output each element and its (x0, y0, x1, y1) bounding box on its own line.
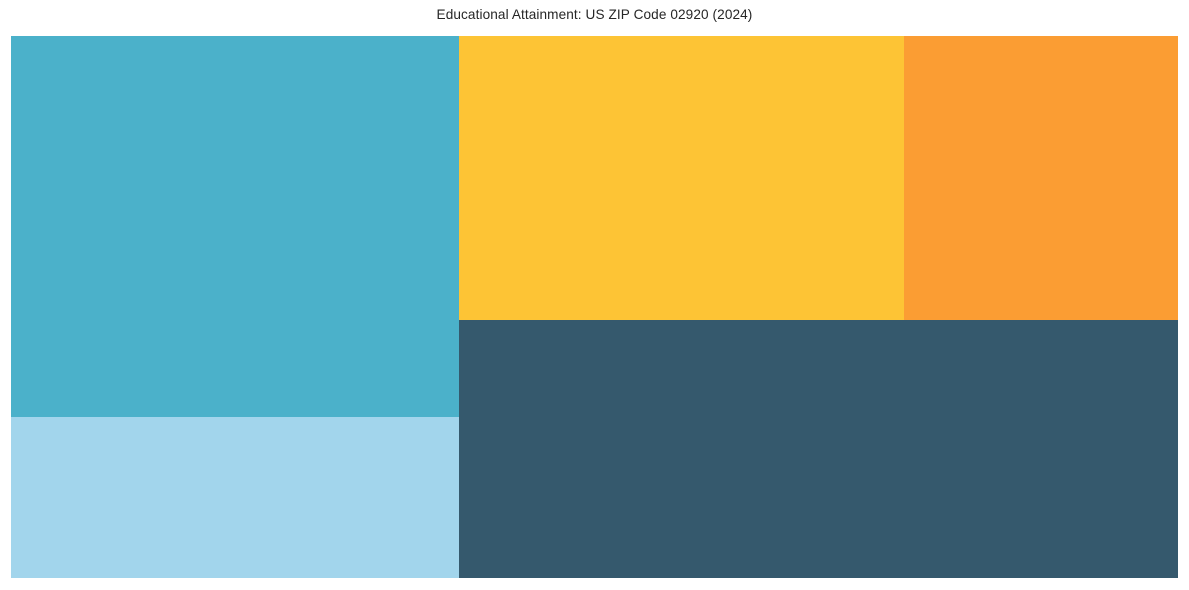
tile-dark-slate[interactable]: Some college, no degree (459, 320, 1178, 578)
treemap-plot-area: High school graduateLess than high schoo… (11, 36, 1178, 578)
tile-teal[interactable]: High school graduate (11, 36, 459, 418)
tile-yellow[interactable]: Bachelor's degree (459, 36, 904, 320)
tile-orange[interactable]: Graduate or professional degree (903, 36, 1178, 320)
chart-title: Educational Attainment: US ZIP Code 0292… (436, 7, 753, 22)
tile-light-blue[interactable]: Less than high school (11, 417, 459, 578)
